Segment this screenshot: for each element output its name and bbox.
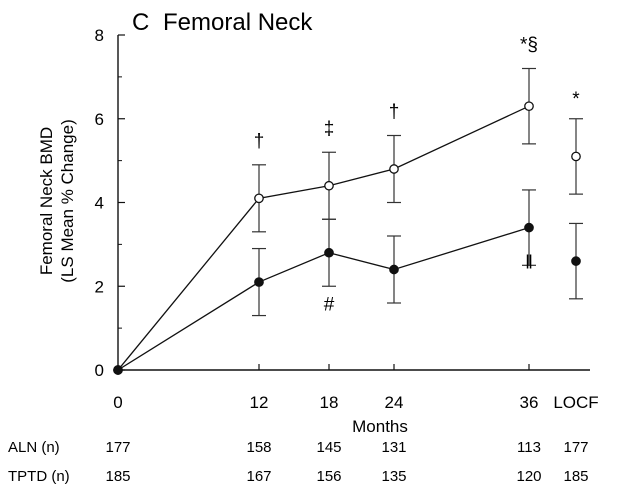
y-tick-label: 8 — [95, 26, 104, 45]
significance-marker: ‖ — [525, 252, 533, 273]
n-table: ALN (n) 177 158 145 131 113 177 TPTD (n) 185 167 1… — [8, 439, 589, 485]
series-2-point — [113, 365, 123, 375]
x-tick-label: 12 — [250, 393, 269, 412]
panel-letter: C — [132, 9, 149, 36]
significance-marker: † — [389, 102, 400, 123]
significance-marker: ‡ — [324, 118, 335, 139]
n-table-cell: 185 — [105, 468, 130, 485]
significance-marker: *§ — [520, 35, 538, 56]
y-tick-label: 2 — [95, 277, 104, 296]
series-1-line — [117, 105, 530, 371]
x-tick-label: 24 — [385, 393, 404, 412]
series-1-point — [254, 193, 264, 204]
n-table-cell: 158 — [246, 439, 271, 456]
y-tick-label: 4 — [95, 194, 104, 213]
y-axis-title-line1: Femoral Neck BMD — [37, 127, 56, 275]
n-table-cell: 177 — [563, 439, 588, 456]
chart-title: Femoral Neck — [163, 9, 313, 36]
n-table-row-label: TPTD (n) — [8, 468, 70, 485]
series-layer — [113, 67, 583, 375]
series-2-point — [524, 222, 534, 233]
series-1-point — [389, 164, 399, 174]
x-tick-label: 36 — [520, 393, 539, 412]
n-table-cell: 131 — [381, 439, 406, 456]
y-tick-label: 6 — [95, 110, 104, 129]
series-1-point — [524, 101, 534, 112]
series-2-point — [324, 247, 334, 258]
y-axis-title-line2: (LS Mean % Change) — [58, 119, 77, 282]
x-axis-title: Months — [352, 417, 408, 436]
series-1-locf-point — [571, 151, 581, 162]
annotations: † ‡ † *§ * # ‖ — [254, 35, 581, 316]
series-2-point — [389, 264, 399, 275]
significance-marker: # — [324, 294, 335, 315]
significance-marker: * — [572, 89, 580, 110]
x-tick-label: 0 — [113, 393, 122, 412]
significance-marker: † — [254, 131, 265, 152]
n-table-cell: 113 — [517, 439, 541, 456]
series-2-locf-point — [571, 256, 581, 266]
n-table-cell: 177 — [105, 439, 130, 456]
n-table-cell: 120 — [516, 468, 541, 485]
x-tick-label: LOCF — [553, 393, 598, 412]
n-table-cell: 185 — [563, 468, 588, 485]
series-2-point — [254, 277, 264, 287]
n-table-cell: 167 — [246, 468, 271, 485]
n-table-row-label: ALN (n) — [8, 439, 60, 456]
y-tick-label: 0 — [95, 361, 104, 380]
x-tick-label: 18 — [320, 393, 339, 412]
series-1-point — [324, 180, 334, 191]
n-table-cell: 156 — [316, 468, 341, 485]
n-table-cell: 135 — [381, 468, 406, 485]
n-table-cell: 145 — [316, 439, 341, 456]
